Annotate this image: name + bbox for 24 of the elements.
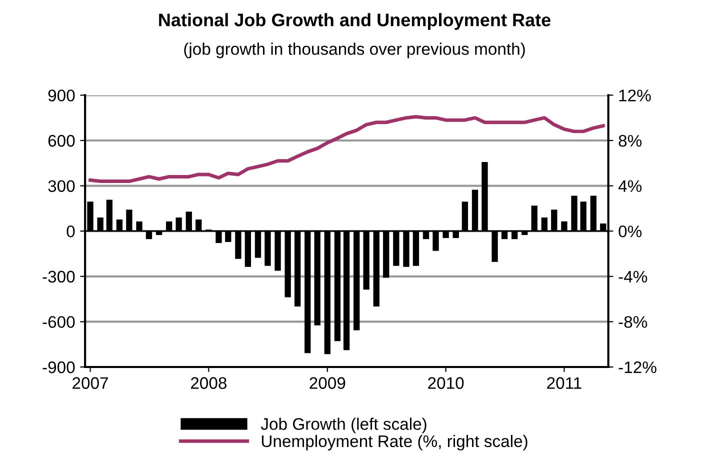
- x-tick-label: 2007: [72, 377, 108, 389]
- y-tick-label: 0: [66, 226, 75, 238]
- y2-tick-label: -8%: [618, 316, 648, 328]
- y2-tick-label: 4%: [618, 180, 642, 192]
- chart-title: National Job Growth and Unemployment Rate: [159, 13, 551, 30]
- y-tick-label: 600: [48, 134, 75, 147]
- y2-tick-label: -12%: [618, 361, 656, 374]
- x-tick-label: 2010: [428, 377, 464, 389]
- y-tick-label: 300: [48, 180, 75, 192]
- x-tick-label: 2009: [310, 377, 346, 389]
- legend-label: Job Growth (left scale): [260, 418, 426, 434]
- legend-label: Unemployment Rate (%, right scale): [262, 434, 528, 450]
- y-tick-label: -600: [42, 316, 75, 328]
- y2-tick-label: 8%: [618, 134, 642, 147]
- x-tick-label: 2008: [190, 377, 226, 389]
- x-tick-label: 2011: [547, 377, 582, 389]
- y-tick-label: 900: [48, 90, 75, 102]
- y-tick-label: -900: [42, 361, 75, 374]
- y2-tick-label: -4%: [618, 270, 648, 283]
- line-series: [88, 114, 605, 184]
- y2-tick-label: 0%: [618, 226, 642, 238]
- y2-tick-label: 12%: [619, 90, 651, 102]
- y-tick-label: -300: [42, 270, 75, 283]
- chart-subtitle: (job growth in thousands over previous month): [184, 42, 525, 58]
